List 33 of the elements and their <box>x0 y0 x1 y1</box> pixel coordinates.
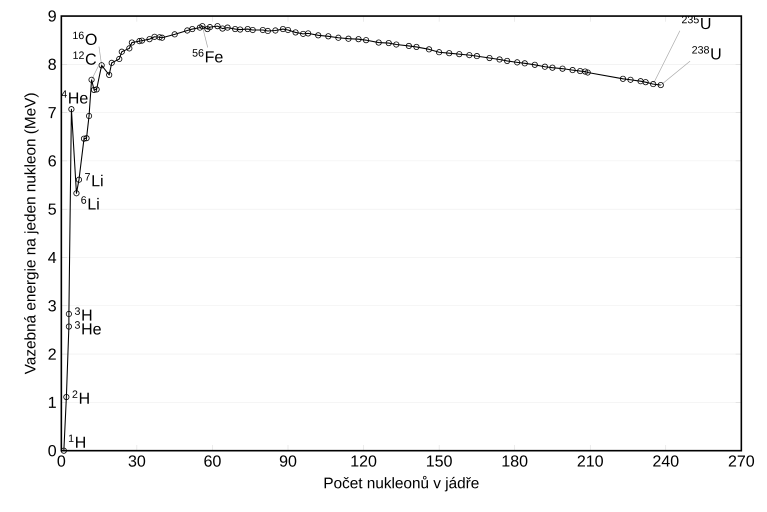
y-tick-label: 3 <box>48 300 56 312</box>
x-tick-label: 150 <box>426 455 452 467</box>
annotation: $^{7}$Li <box>85 173 103 186</box>
x-tick-label: 180 <box>502 455 528 467</box>
x-tick-label: 90 <box>280 455 296 467</box>
annotation: $^{1}$H <box>68 434 85 448</box>
annotation: $^{16}$O <box>73 32 97 45</box>
y-tick-label: 1 <box>48 396 56 408</box>
y-tick-label: 0 <box>48 445 56 456</box>
x-tick-label: 0 <box>58 455 66 467</box>
x-axis-title: Počet nukleonů v jádře <box>324 476 479 492</box>
annotation: $^{6}$Li <box>81 196 99 210</box>
x-tick-label: 270 <box>728 455 754 467</box>
annotation: $^{56}$Fe <box>192 49 223 62</box>
annotation: $^{2}$H <box>72 390 89 404</box>
annotation: $^{12}$C <box>73 51 96 65</box>
x-tick-label: 240 <box>653 455 679 467</box>
annotation: $^{3}$He <box>74 321 101 335</box>
y-axis-title: Vazebná energie na jeden nukleon (MeV) <box>24 93 39 374</box>
x-tick-label: 120 <box>351 455 376 467</box>
annotation: $^{3}$H <box>74 307 92 321</box>
y-tick-label: 7 <box>48 107 56 118</box>
y-tick-label: 9 <box>48 10 56 22</box>
y-tick-label: 8 <box>48 58 56 70</box>
y-tick-label: 2 <box>48 348 56 360</box>
x-tick-label: 60 <box>204 455 221 467</box>
annotation: $^{4}$He <box>61 90 88 104</box>
y-tick-label: 6 <box>48 155 56 167</box>
x-tick-label: 30 <box>128 455 146 467</box>
y-tick-label: 5 <box>48 204 56 215</box>
y-tick-label: 4 <box>48 252 56 263</box>
x-tick-label: 210 <box>578 455 603 467</box>
annotation: $^{238}$U <box>692 46 720 60</box>
